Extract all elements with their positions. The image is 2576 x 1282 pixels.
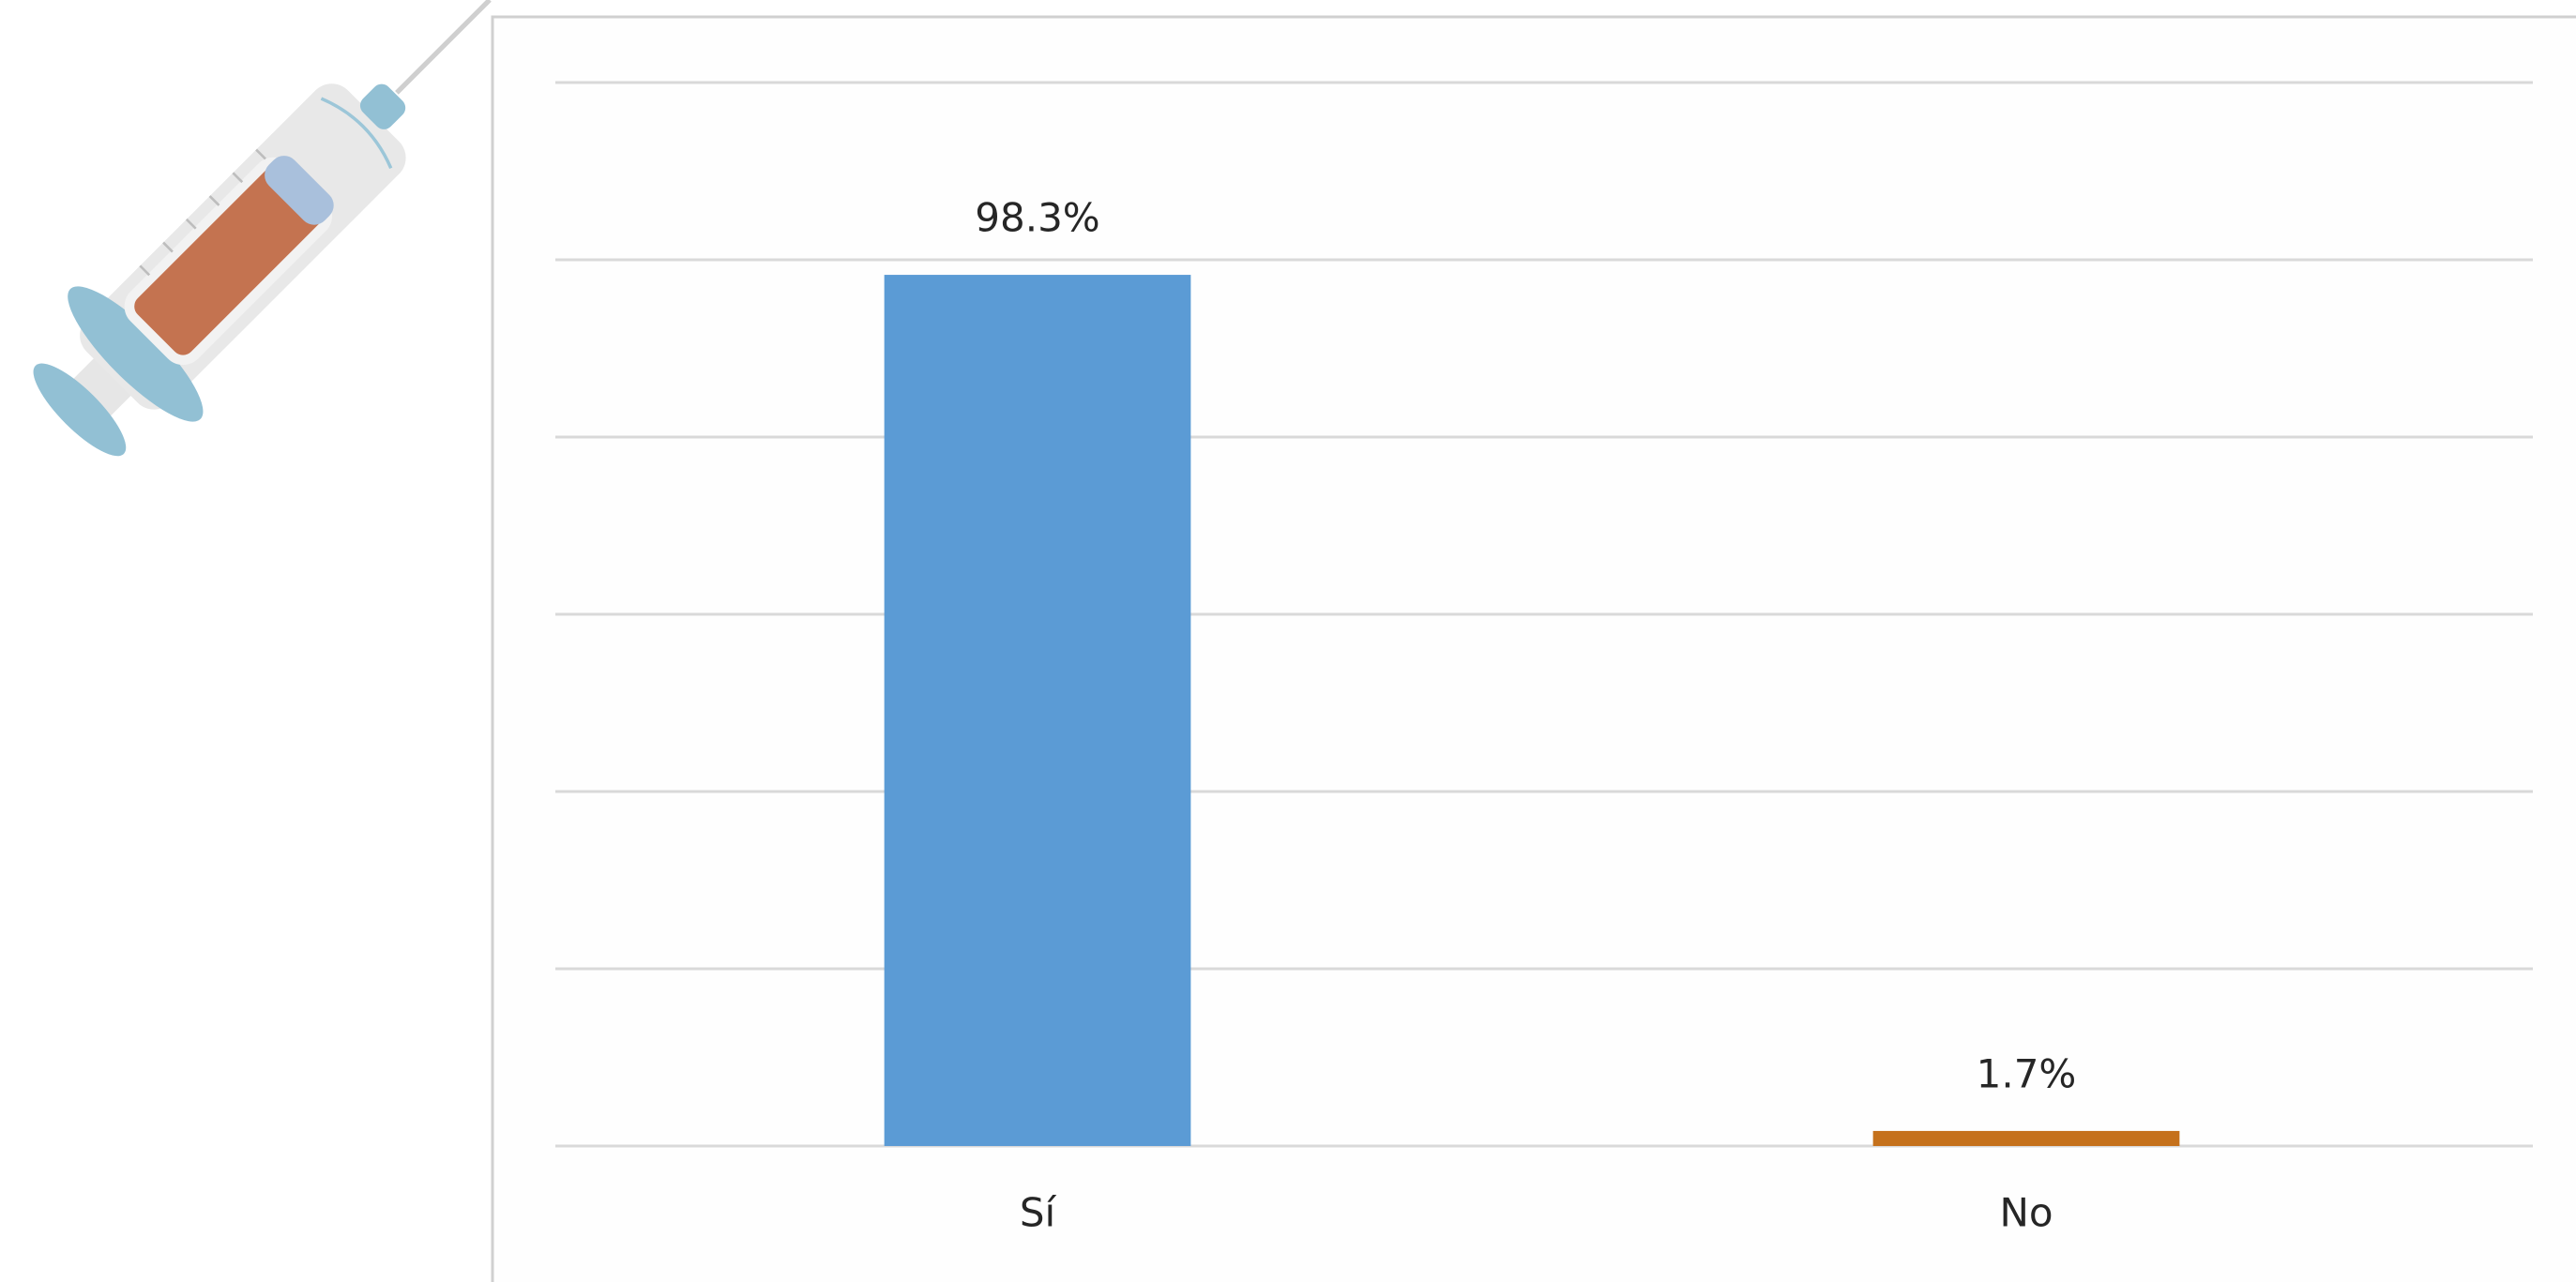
x-tick-label: Sí (1020, 1190, 1057, 1236)
syringe-illustration (33, 0, 492, 457)
data-label: 1.7% (1977, 1050, 2077, 1096)
chart-frame (491, 15, 2576, 1282)
bar (884, 275, 1191, 1146)
bar (1872, 1130, 2180, 1146)
x-tick-label: No (1999, 1190, 2053, 1236)
data-label: 98.3% (975, 195, 1099, 241)
